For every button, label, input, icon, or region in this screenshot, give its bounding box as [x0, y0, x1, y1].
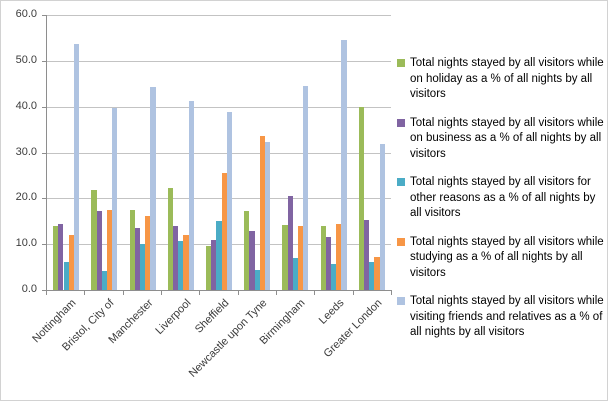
legend-label: Total nights stayed by all visitors whil… [410, 116, 604, 160]
y-tick [42, 15, 46, 16]
bar [96, 211, 102, 290]
legend-label: Total nights stayed by all visitors whil… [410, 57, 604, 100]
gridline [47, 198, 391, 199]
y-tick-label: 30.0 [15, 146, 37, 158]
legend-swatch-icon [397, 118, 405, 127]
bar [226, 112, 232, 290]
x-tick [46, 291, 47, 295]
bar [325, 237, 332, 290]
x-tick [391, 291, 392, 295]
bar [341, 40, 347, 290]
y-tick [42, 244, 46, 245]
bar [292, 258, 299, 290]
bar [91, 190, 97, 290]
legend-item: Total nights stayed by all visitors whil… [397, 294, 604, 341]
plot-area [46, 15, 392, 291]
legend-item: Total nights stayed by all visitors whil… [397, 235, 604, 282]
legend-swatch-icon [397, 178, 405, 186]
bar [259, 136, 265, 290]
bar [249, 231, 255, 290]
y-tick-label: 50.0 [15, 54, 37, 66]
bar [254, 270, 260, 290]
y-tick-label: 40.0 [15, 100, 37, 112]
bar [183, 235, 189, 290]
bar [145, 216, 151, 290]
bar [188, 101, 194, 290]
bar [320, 226, 326, 290]
legend-swatch-icon [397, 59, 405, 67]
y-tick-label: 60.0 [15, 8, 37, 20]
bar [150, 87, 156, 290]
bar [178, 241, 184, 290]
bar [331, 264, 337, 290]
bar [221, 173, 227, 290]
legend-swatch-icon [397, 297, 405, 305]
y-tick-label: 0.0 [21, 283, 37, 295]
legend-item: Total nights stayed by all visitors for … [397, 175, 604, 222]
bar [58, 224, 64, 290]
bar [298, 226, 304, 290]
bar [63, 262, 69, 290]
bar [101, 271, 107, 290]
gridline [47, 61, 391, 62]
x-tick [276, 291, 277, 295]
bar [265, 142, 271, 290]
legend: Total nights stayed by all visitors whil… [397, 56, 604, 354]
x-tick [353, 291, 354, 295]
bar [379, 144, 385, 290]
bar [211, 240, 217, 290]
bar [216, 221, 222, 290]
bar [374, 257, 380, 290]
bar [53, 226, 59, 290]
legend-label: Total nights stayed by all visitors whil… [410, 295, 604, 338]
bar [68, 235, 74, 290]
bar [134, 228, 140, 290]
bar [369, 262, 375, 290]
legend-item: Total nights stayed by all visitors whil… [397, 56, 604, 103]
x-tick [161, 291, 162, 295]
y-tick-label: 10.0 [15, 237, 37, 249]
bar [139, 244, 146, 290]
bar [167, 188, 173, 290]
y-tick [42, 290, 46, 291]
gridline [47, 15, 391, 16]
gridline [47, 153, 391, 154]
legend-label: Total nights stayed by all visitors for … [410, 176, 596, 219]
bar [303, 86, 309, 290]
bar [112, 108, 118, 290]
bar [336, 224, 342, 290]
y-tick-label: 20.0 [15, 191, 37, 203]
x-tick [123, 291, 124, 295]
bar [364, 220, 370, 290]
x-tick [199, 291, 200, 295]
legend-label: Total nights stayed by all visitors whil… [410, 235, 604, 279]
bar [206, 246, 212, 290]
legend-item: Total nights stayed by all visitors whil… [397, 116, 604, 163]
bar [129, 210, 135, 290]
x-category-label: Leeds [316, 297, 347, 327]
y-tick [42, 153, 46, 154]
gridline [47, 107, 391, 108]
x-tick [314, 291, 315, 295]
legend-swatch-icon [397, 237, 405, 246]
bar [282, 225, 288, 290]
x-category-label: Sheffield [192, 297, 232, 336]
x-tick [238, 291, 239, 295]
y-tick [42, 107, 46, 108]
bar [358, 107, 365, 290]
x-tick [84, 291, 85, 295]
y-tick [42, 198, 46, 199]
bar [73, 44, 80, 290]
bar [244, 211, 250, 290]
x-category-label: Liverpool [153, 297, 194, 338]
bar [106, 210, 113, 290]
bar [172, 226, 179, 290]
bar [287, 196, 293, 290]
y-tick [42, 61, 46, 62]
